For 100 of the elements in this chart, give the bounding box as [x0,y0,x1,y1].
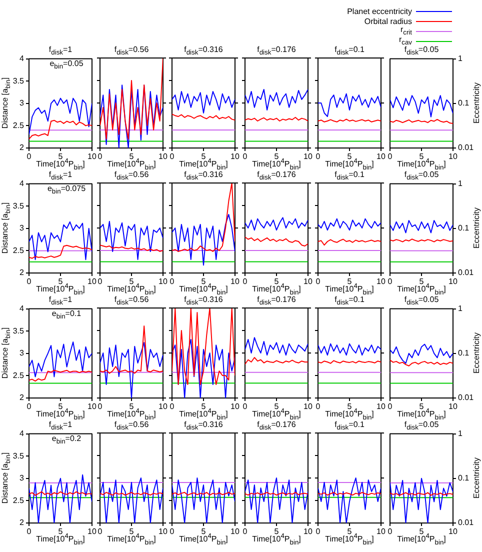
y2-tick-label: 0.1 [458,98,470,108]
y2-axis-title: Eccentricity [472,332,481,374]
x-tick-label: 10 [88,152,97,162]
x-tick-label: 0 [26,402,32,412]
y2-tick-label: 0.01 [458,518,474,528]
x-tick-label: 10 [448,277,458,286]
chart-title: f$_{disk}$=0.05 [404,170,439,182]
x-tick-label: 0 [316,527,321,536]
x-tick-label: 10 [230,277,240,286]
chart-title: f$_{disk}$=0.176 [257,420,296,432]
x-tick-label: 0 [170,277,175,286]
y2-tick-label: 0.01 [458,393,474,402]
x-tick-label: 10 [376,152,386,162]
x-tick-label: 10 [158,402,168,412]
chart-title: f$_{disk}$=0.56 [114,45,149,58]
chart-title: f$_{disk}$=0.56 [114,295,149,308]
chart-title: f$_{disk}$=0.316 [184,45,223,58]
y-tick-label: 2.5 [12,496,25,505]
chart-title: f$_{disk}$=0.1 [334,420,364,432]
x-tick-label: 10 [304,402,313,412]
x-tick-label: 0 [170,402,175,412]
x-tick-label: 10 [304,152,313,162]
x-tick-label: 10 [304,527,313,536]
x-tick-label: 10 [448,402,458,412]
x-tick-label: 10 [376,402,386,412]
x-tick-label: 0 [26,527,32,536]
chart-title: f$_{disk}$=0.176 [257,170,296,182]
chart-subtitle: e$_{bin}$=0.2 [52,434,82,446]
x-tick-label: 0 [316,277,321,286]
chart-title: f$_{disk}$=0.05 [404,420,439,432]
x-tick-label: 0 [98,402,103,412]
y-tick-label: 2 [20,268,25,278]
x-tick-label: 0 [98,277,103,286]
chart-title: f$_{disk}$=1 [48,295,72,308]
chart-subtitle: e$_{bin}$=0.05 [50,59,84,72]
y-tick-label: 3 [20,98,25,108]
x-tick-label: 10 [88,527,97,536]
y-tick-label: 4 [20,429,25,438]
x-tick-label: 10 [376,527,386,536]
y2-tick-label: 0.01 [458,143,474,152]
x-tick-label: 0 [242,152,248,162]
legend-label: r$_{crit}$ [400,25,412,37]
x-tick-label: 10 [158,152,168,162]
y-tick-label: 2.5 [12,370,25,380]
y-tick-label: 3 [20,474,25,483]
x-tick-label: 0 [388,527,393,536]
x-tick-label: 0 [316,152,321,162]
y2-tick-label: 1 [458,304,463,314]
x-tick-label: 10 [448,527,458,536]
y-tick-label: 4 [20,54,25,64]
legend-label: Planet eccentricity [347,6,412,16]
y2-tick-label: 0.01 [458,268,474,278]
x-tick-label: 10 [88,402,97,412]
y-tick-label: 2 [20,393,25,402]
chart-subtitle: e$_{bin}$=0.075 [47,184,86,196]
chart-title: f$_{disk}$=0.1 [334,45,364,58]
x-tick-label: 0 [170,527,175,536]
x-tick-label: 10 [230,152,240,162]
legend-label: r$_{cav}$ [398,35,412,47]
chart-title: f$_{disk}$=0.1 [334,295,364,308]
chart-title: f$_{disk}$=0.05 [404,295,439,308]
x-tick-label: 0 [388,402,393,412]
y2-tick-label: 0.1 [458,348,470,358]
legend-label: Orbital radius [364,16,412,26]
y-tick-label: 3.5 [12,451,25,460]
chart-title: f$_{disk}$=0.05 [404,45,439,58]
chart-title: f$_{disk}$=1 [48,420,72,432]
y2-axis-title: Eccentricity [472,458,481,498]
y-tick-label: 3 [20,224,25,233]
y-tick-label: 4 [20,179,25,188]
y-tick-label: 3.5 [12,201,25,210]
y-tick-label: 2 [20,518,25,528]
y-tick-label: 2 [20,143,25,152]
y2-tick-label: 0.1 [458,474,470,483]
x-tick-label: 0 [388,277,393,286]
y2-tick-label: 0.1 [458,224,470,233]
chart-title: f$_{disk}$=0.1 [334,170,364,182]
x-tick-label: 10 [230,527,240,536]
y2-axis-title: Eccentricity [472,208,481,248]
chart-title: f$_{disk}$=1 [48,45,72,58]
x-tick-label: 10 [304,277,313,286]
x-tick-label: 0 [98,527,103,536]
chart-title: f$_{disk}$=0.176 [257,295,296,308]
y-tick-label: 2.5 [12,120,25,130]
x-tick-label: 0 [26,277,32,286]
x-tick-label: 10 [448,152,458,162]
x-tick-label: 10 [158,527,168,536]
chart-title: f$_{disk}$=1 [48,170,72,182]
x-tick-label: 10 [88,277,97,286]
chart-title: f$_{disk}$=0.56 [114,420,149,432]
y-tick-label: 3.5 [12,326,25,336]
x-tick-label: 0 [316,402,321,412]
y-tick-label: 3.5 [12,76,25,86]
y-tick-label: 4 [20,304,25,314]
y2-axis-title: Eccentricity [472,82,481,124]
x-tick-label: 0 [242,527,248,536]
x-tick-label: 10 [376,277,386,286]
x-tick-label: 0 [242,277,248,286]
chart-subtitle: e$_{bin}$=0.1 [52,309,82,322]
chart-title: f$_{disk}$=0.316 [184,170,223,182]
